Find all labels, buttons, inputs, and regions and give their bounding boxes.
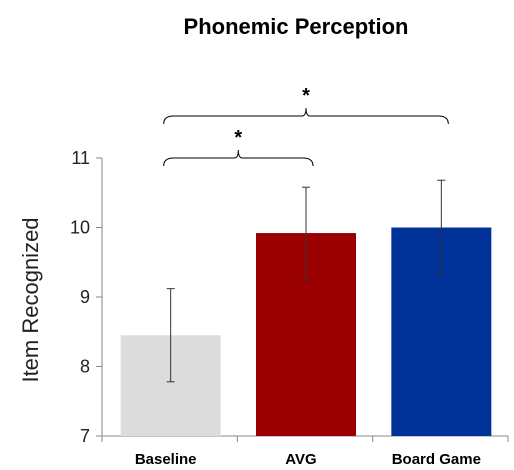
significance-bracket (163, 149, 314, 167)
significance-bracket (163, 107, 449, 125)
chart-title: Phonemic Perception (184, 14, 409, 39)
y-tick-label: 11 (71, 148, 90, 168)
y-tick-label: 9 (80, 287, 90, 307)
y-tick-label: 8 (80, 357, 90, 377)
significance-star: * (302, 85, 310, 107)
x-tick-label: AVG (285, 451, 316, 468)
significance-brackets: ** (163, 85, 449, 167)
x-tick-label: Baseline (135, 451, 197, 468)
error-bars (166, 179, 446, 383)
tick-labels: 7 8 9 10 11 Baseline AVG Board Game (70, 148, 481, 468)
y-axis-label: Item Recognized (18, 217, 43, 382)
x-tick-label: Board Game (392, 451, 481, 468)
y-tick-label: 10 (70, 218, 90, 238)
significance-star: * (234, 127, 242, 149)
y-tick-label: 7 (80, 426, 90, 446)
